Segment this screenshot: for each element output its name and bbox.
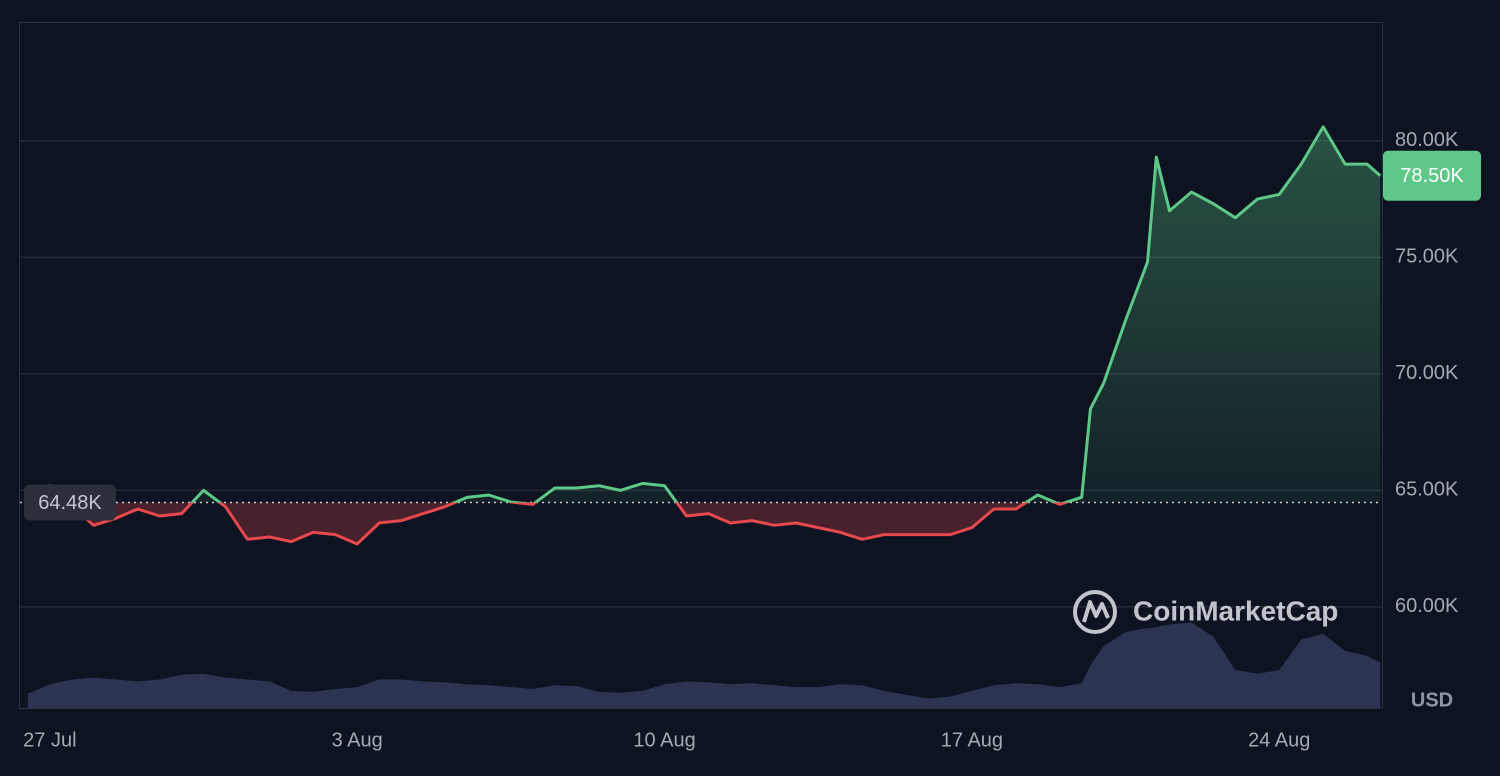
y-tick-label: 60.00K bbox=[1395, 595, 1459, 617]
x-tick-label: 17 Aug bbox=[941, 729, 1003, 751]
unit-label: USD bbox=[1411, 689, 1453, 711]
y-tick-label: 75.00K bbox=[1395, 246, 1459, 268]
x-tick-label: 24 Aug bbox=[1248, 729, 1310, 751]
x-tick-label: 3 Aug bbox=[332, 729, 383, 751]
price-label: 78.50K bbox=[1400, 165, 1464, 187]
price-line-up bbox=[27, 125, 1382, 503]
watermark: CoinMarketCap bbox=[1073, 590, 1338, 634]
labels: 60.00K 65.00K 70.00K 75.00K 80.00K 27 Jul 3 Au… bbox=[23, 129, 1481, 751]
volume-area bbox=[27, 622, 1381, 708]
x-tick-label: 27 Jul bbox=[23, 729, 76, 751]
y-tick-label: 70.00K bbox=[1395, 362, 1459, 384]
y-tick-label: 65.00K bbox=[1395, 479, 1459, 501]
baseline-label: 64.48K bbox=[38, 492, 102, 514]
volume-layer bbox=[27, 622, 1381, 708]
y-tick-label: 80.00K bbox=[1395, 129, 1459, 151]
logo-mark bbox=[1082, 600, 1110, 623]
baseline-label-box bbox=[24, 484, 116, 521]
x-tick-label: 10 Aug bbox=[633, 729, 695, 751]
logo-ring bbox=[1073, 590, 1117, 634]
plot bbox=[20, 125, 1382, 546]
watermark-text: CoinMarketCap bbox=[1133, 595, 1338, 626]
price-label-box bbox=[1383, 150, 1481, 201]
area-up bbox=[27, 126, 1381, 503]
price-line-down bbox=[28, 502, 1071, 546]
